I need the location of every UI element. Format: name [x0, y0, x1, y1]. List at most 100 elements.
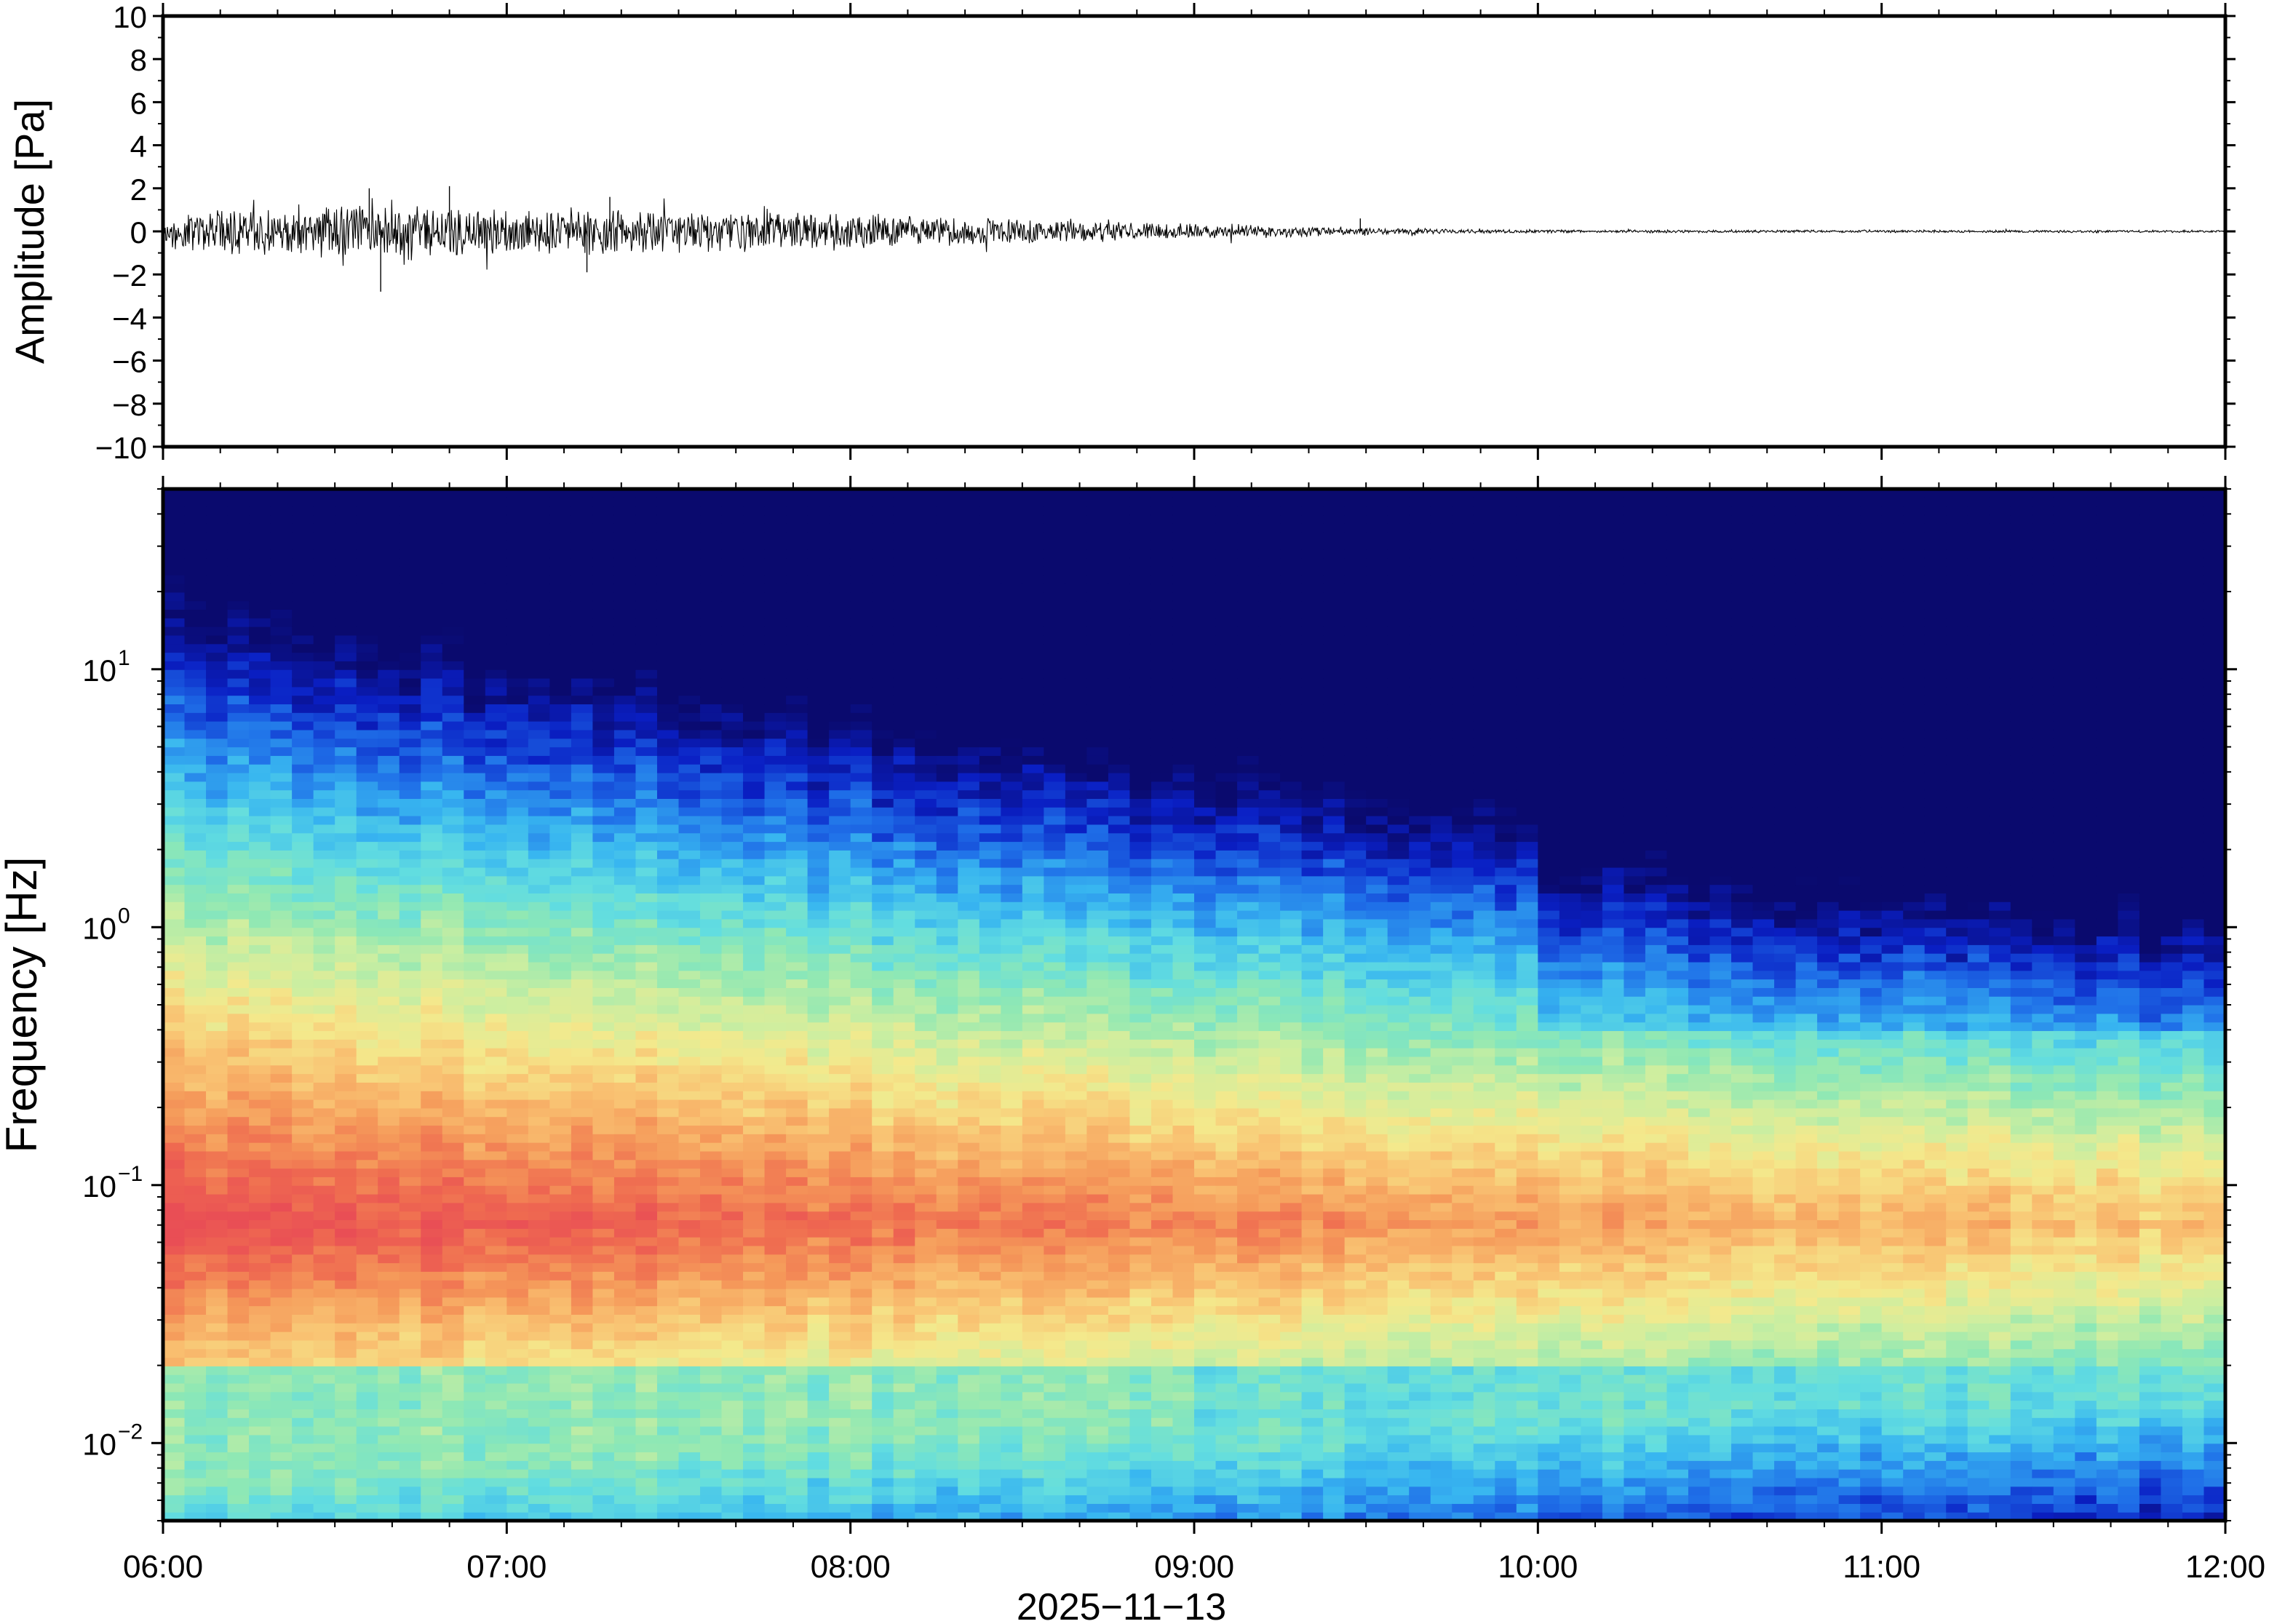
spectrogram-cell — [915, 721, 937, 731]
spectrogram-cell — [829, 686, 851, 696]
spectrogram-cell — [485, 747, 507, 756]
spectrogram-cell — [807, 1271, 830, 1281]
spectrogram-cell — [249, 566, 271, 576]
spectrogram-cell — [721, 1048, 744, 1057]
spectrogram-cell — [678, 609, 701, 618]
spectrogram-cell — [979, 1013, 1001, 1023]
spectrogram-cell — [270, 884, 293, 893]
spectrogram-cell — [249, 549, 271, 559]
spectrogram-cell — [485, 987, 507, 997]
spectrogram-cell — [313, 1305, 335, 1315]
spectrogram-cell — [184, 798, 207, 808]
spectrogram-cell — [528, 1254, 550, 1264]
spectrogram-cell — [378, 1211, 400, 1221]
spectrogram-cell — [378, 1168, 400, 1177]
spectrogram-cell — [184, 1452, 207, 1461]
spectrogram-cell — [700, 893, 723, 902]
spectrogram-cell — [764, 1202, 787, 1212]
spectrogram-cell — [893, 764, 915, 773]
spectrogram-cell — [292, 1048, 314, 1057]
spectrogram-cell — [206, 772, 229, 782]
spectrogram-cell — [656, 1409, 680, 1418]
spectrogram-cell — [592, 953, 615, 963]
spectrogram-cell — [807, 729, 830, 739]
spectrogram-cell — [464, 600, 486, 610]
spectrogram-cell — [528, 712, 550, 722]
spectrogram-cell — [743, 781, 766, 791]
spectrogram-cell — [571, 1185, 594, 1195]
spectrogram-cell — [979, 1107, 1001, 1118]
spectrogram-cell — [313, 884, 335, 893]
spectrogram-cell — [292, 1469, 314, 1478]
spectrogram-cell — [613, 643, 637, 653]
spectrogram-cell — [613, 1323, 637, 1332]
spectrogram-cell — [464, 1340, 486, 1350]
spectrogram-cell — [915, 1211, 937, 1221]
spectrogram-cell — [227, 1134, 250, 1143]
spectrogram-cell — [549, 901, 572, 911]
spectrogram-cell — [786, 1202, 808, 1212]
spectrogram-cell — [764, 1477, 787, 1487]
spectrogram-cell — [399, 1460, 421, 1470]
spectrogram-cell — [700, 1357, 723, 1366]
spectrogram-cell — [786, 884, 808, 893]
spectrogram-cell — [227, 1288, 250, 1298]
spectrogram-cell — [549, 1314, 572, 1324]
spectrogram-cell — [485, 1082, 507, 1091]
spectrogram-cell — [249, 816, 271, 825]
spectrogram-cell — [421, 816, 443, 825]
spectrogram-cell — [163, 1237, 186, 1246]
spectrogram-cell — [786, 1185, 808, 1195]
spectrogram-cell — [613, 987, 637, 997]
spectrogram-cell — [528, 540, 550, 550]
spectrogram-cell — [399, 557, 421, 567]
spectrogram-cell — [786, 841, 808, 851]
spectrogram-cell — [506, 1426, 529, 1436]
spectrogram-cell — [571, 1048, 594, 1057]
spectrogram-cell — [184, 1280, 207, 1289]
spectrogram-cell — [678, 1159, 701, 1169]
spectrogram-cell — [592, 661, 615, 670]
spectrogram-cell — [678, 497, 701, 507]
spectrogram-cell — [786, 1348, 808, 1358]
spectrogram-cell — [635, 841, 658, 851]
spectrogram-cell — [893, 1030, 915, 1040]
spectrogram-cell — [249, 1039, 271, 1048]
spectrogram-cell — [592, 1503, 615, 1513]
spectrogram-cell — [442, 1400, 464, 1409]
spectrogram-cell — [313, 677, 335, 688]
spectrogram-cell — [678, 661, 701, 670]
spectrogram-cell — [700, 575, 723, 584]
spectrogram-cell — [743, 961, 766, 971]
spectrogram-cell — [979, 1477, 1001, 1487]
spectrogram-cell — [249, 1013, 271, 1023]
spectrogram-cell — [743, 1262, 766, 1272]
spectrogram-cell — [872, 669, 894, 679]
spectrogram-cell — [356, 1486, 378, 1496]
spectrogram-cell — [249, 970, 271, 980]
spectrogram-cell — [249, 1357, 271, 1366]
spectrogram-cell — [764, 772, 787, 782]
spectrogram-cell — [850, 764, 873, 773]
spectrogram-cell — [635, 1013, 658, 1023]
spectrogram-cell — [506, 807, 529, 816]
spectrogram-cell — [979, 987, 1001, 997]
spectrogram-cell — [807, 987, 830, 997]
spectrogram-cell — [506, 1193, 529, 1203]
spectrogram-cell — [850, 1348, 873, 1358]
spectrogram-cell — [893, 755, 915, 765]
spectrogram-cell — [656, 557, 680, 567]
spectrogram-cell — [249, 1400, 271, 1409]
spectrogram-cell — [206, 695, 229, 705]
spectrogram-cell — [786, 781, 808, 791]
spectrogram-cell — [270, 859, 293, 868]
spectrogram-cell — [227, 1125, 250, 1134]
spectrogram-cell — [421, 540, 443, 550]
spectrogram-cell — [613, 1099, 637, 1109]
spectrogram-cell — [1001, 893, 1023, 902]
spectrogram-cell — [442, 1314, 464, 1324]
spectrogram-cell — [421, 1134, 443, 1143]
spectrogram-cell — [549, 686, 572, 696]
spectrogram-cell — [399, 1400, 421, 1409]
spectrogram-cell — [227, 1056, 250, 1066]
